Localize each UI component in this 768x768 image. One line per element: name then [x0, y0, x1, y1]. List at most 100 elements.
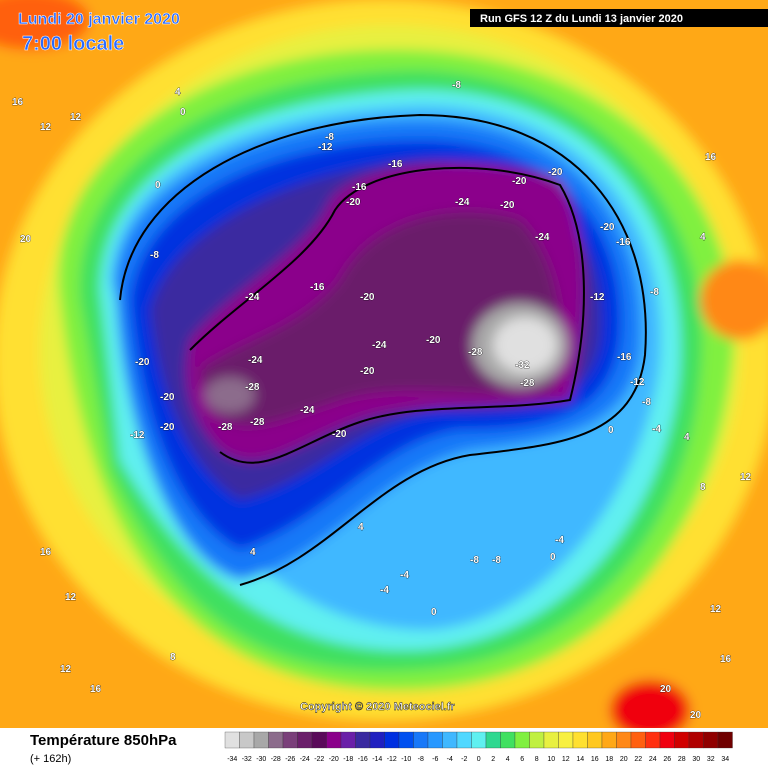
contour-label: -16: [388, 159, 403, 170]
colorbar-tick-label: 28: [678, 756, 686, 763]
temperature-field: [0, 0, 768, 728]
contour-label: -24: [248, 355, 263, 366]
contour-label: -8: [470, 555, 479, 566]
color-swatch: [572, 731, 588, 749]
contour-label: -28: [250, 417, 265, 428]
contour-label: 0: [180, 107, 186, 118]
colorbar-tick-label: 20: [620, 756, 628, 763]
contour-label: 12: [60, 664, 72, 675]
color-swatch: [674, 731, 690, 749]
colorbar-tick-label: -24: [300, 756, 310, 763]
contour-label: -20: [360, 292, 375, 303]
colorbar-tick-label: 12: [562, 756, 570, 763]
color-swatch: [601, 731, 617, 749]
colorbar-tick-label: 16: [591, 756, 599, 763]
contour-label: -28: [218, 422, 233, 433]
contour-label: 8: [170, 652, 176, 663]
contour-label: -4: [555, 535, 564, 546]
contour-label: -20: [360, 366, 375, 377]
contour-label: -20: [600, 222, 615, 233]
contour-label: 12: [70, 112, 82, 123]
color-swatch: [355, 731, 371, 749]
contour-label: -24: [300, 405, 315, 416]
contour-label: -4: [380, 585, 389, 596]
colorbar-tick-label: -32: [242, 756, 252, 763]
colorbar-tick-label: -10: [401, 756, 411, 763]
colorbar-tick-label: -34: [227, 756, 237, 763]
contour-label: 0: [608, 425, 614, 436]
colorbar-tick-label: -14: [372, 756, 382, 763]
run-info: Run GFS 12 Z du Lundi 13 janvier 2020: [480, 13, 683, 25]
colorbar-tick-label: 6: [520, 756, 524, 763]
contour-label: -20: [548, 167, 563, 178]
contour-label: -24: [245, 292, 260, 303]
colorbar-tick-label: -8: [418, 756, 424, 763]
contour-line: [189, 166, 585, 464]
color-swatch: [558, 731, 574, 749]
contour-label: 0: [155, 180, 161, 191]
contour-label: -24: [455, 197, 470, 208]
colorbar-tick-label: 32: [707, 756, 715, 763]
color-swatch: [384, 731, 400, 749]
contour-label: -8: [642, 397, 651, 408]
contour-label: -16: [310, 282, 325, 293]
contour-label: 0: [550, 552, 556, 563]
contour-label: 12: [740, 472, 752, 483]
colorbar-tick-label: -26: [285, 756, 295, 763]
color-swatch: [485, 731, 501, 749]
contour-label: 16: [12, 97, 24, 108]
contour-label: -32: [515, 360, 530, 371]
color-swatch: [340, 731, 356, 749]
contour-label: -24: [372, 340, 387, 351]
contour-label: 0: [431, 607, 437, 618]
color-swatch: [297, 731, 313, 749]
contour-label: 16: [90, 684, 102, 695]
colorbar-tick-label: -16: [358, 756, 368, 763]
colorbar-tick-label: -18: [343, 756, 353, 763]
color-swatch: [413, 731, 429, 749]
colorbar-tick-label: -12: [387, 756, 397, 763]
date-label: Lundi 20 janvier 2020: [18, 11, 180, 28]
contour-label: 16: [705, 152, 717, 163]
color-swatch: [239, 731, 255, 749]
colorbar-tick-label: 4: [506, 756, 510, 763]
color-swatch: [268, 731, 284, 749]
contour-label: -8: [150, 250, 159, 261]
color-swatch: [514, 731, 530, 749]
colorbar-tick-label: 22: [634, 756, 642, 763]
colorbar-tick-label: 10: [547, 756, 555, 763]
run-banner: [470, 9, 768, 27]
colorbar-tick-label: 26: [663, 756, 671, 763]
color-swatch: [398, 731, 414, 749]
contour-label: 20: [20, 234, 32, 245]
color-swatch: [471, 731, 487, 749]
copyright: Copyright © 2020 Meteociel.fr: [300, 701, 456, 713]
contour-label: -24: [535, 232, 550, 243]
color-swatch: [427, 731, 443, 749]
contour-label: -20: [512, 176, 527, 187]
colorbar-tick-label: 24: [649, 756, 657, 763]
colorbar-tick-label: -6: [432, 756, 438, 763]
contour-label: 20: [660, 684, 672, 695]
contour-label: -28: [245, 382, 260, 393]
contour-label: 12: [710, 604, 722, 615]
contour-label: -20: [135, 357, 150, 368]
contour-line: [119, 113, 647, 586]
color-swatch: [630, 731, 646, 749]
time-label: 7:00 locale: [22, 33, 124, 55]
color-swatch: [717, 731, 733, 749]
contour-label: -12: [130, 430, 145, 441]
contour-label: -16: [616, 237, 631, 248]
contour-label: -4: [400, 570, 409, 581]
contour-label: -20: [500, 200, 515, 211]
color-swatch: [456, 731, 472, 749]
color-swatch: [253, 731, 269, 749]
colorbar-tick-label: -22: [314, 756, 324, 763]
color-swatch: [224, 731, 240, 749]
color-swatch: [311, 731, 327, 749]
color-swatch: [587, 731, 603, 749]
contour-label: -8: [452, 80, 461, 91]
contour-label: -20: [160, 422, 175, 433]
